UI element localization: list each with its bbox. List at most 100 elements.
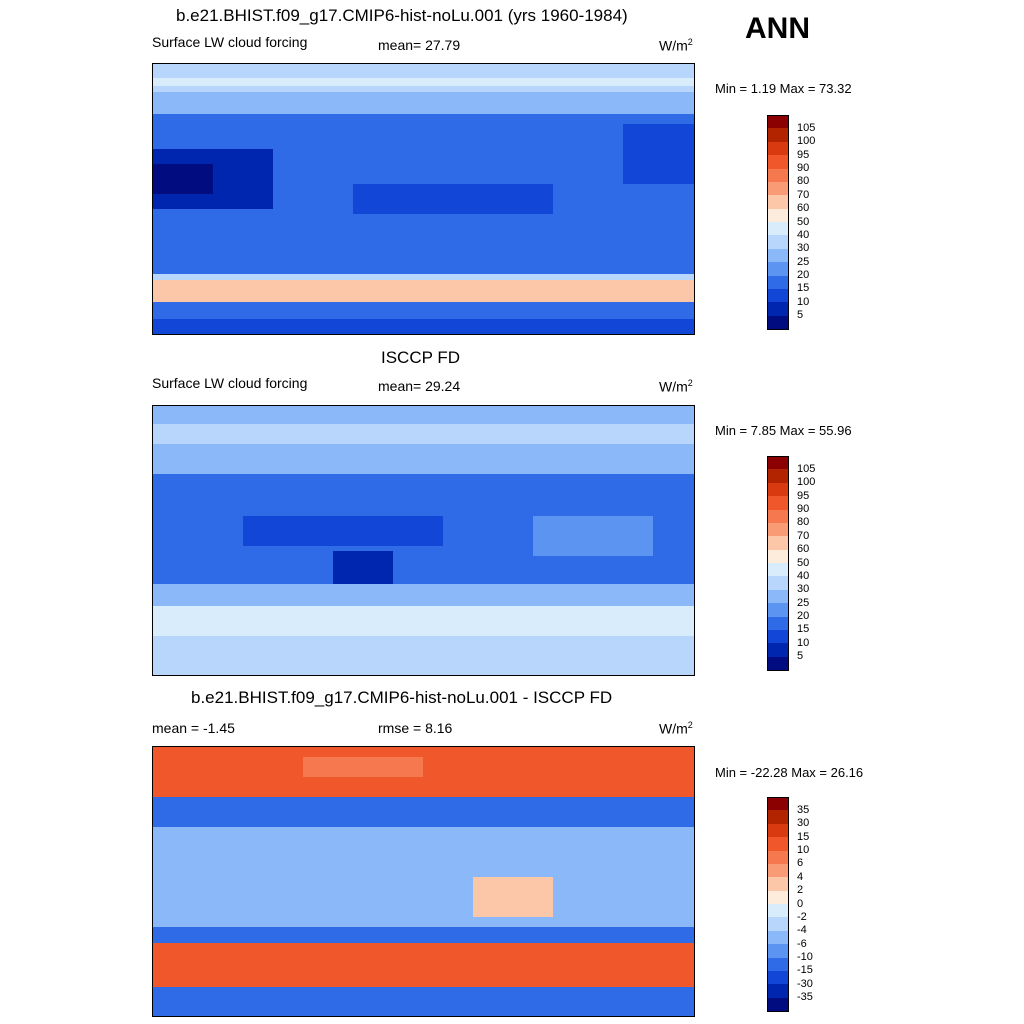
colorbar-tick-label: 15 bbox=[797, 830, 810, 843]
colorbar-swatch bbox=[767, 917, 789, 932]
colorbar-tick-label: 10 bbox=[797, 844, 810, 856]
colorbar-swatch bbox=[767, 496, 789, 510]
colorbar-tick-label: 60 bbox=[797, 543, 810, 556]
panel3-rmse-label: rmse = 8.16 bbox=[378, 720, 453, 736]
panel1-mean-label: mean= 27.79 bbox=[378, 37, 461, 53]
colorbar-swatch bbox=[767, 482, 789, 497]
colorbar-tick-label: 35 bbox=[797, 803, 810, 816]
panel3-minmax: Min = -22.28 Max = 26.16 bbox=[715, 765, 864, 780]
colorbar-swatch bbox=[767, 576, 789, 591]
colorbar-swatch bbox=[767, 656, 789, 671]
panel2-minmax: Min = 7.85 Max = 55.96 bbox=[715, 423, 852, 438]
colorbar-tick-label: 10 bbox=[797, 295, 810, 308]
colorbar-tick-label: 90 bbox=[797, 162, 810, 174]
colorbar-swatch bbox=[767, 315, 789, 330]
colorbar-swatch bbox=[767, 536, 789, 551]
panel1-minmax: Min = 1.19 Max = 73.32 bbox=[715, 81, 852, 96]
colorbar-tick-label: 95 bbox=[797, 148, 810, 161]
colorbar-tick-label: 30 bbox=[797, 817, 810, 830]
colorbar-swatch bbox=[767, 248, 789, 263]
colorbar-swatch bbox=[767, 629, 789, 644]
colorbar-tick-label: 15 bbox=[797, 623, 810, 636]
colorbar-tick-label: 105 bbox=[797, 462, 816, 475]
colorbar-tick-label: 20 bbox=[797, 269, 810, 281]
colorbar-swatch bbox=[767, 181, 789, 196]
panel3-title: b.e21.BHIST.f09_g17.CMIP6-hist-noLu.001 … bbox=[191, 688, 613, 707]
panel2-mean-label: mean= 29.24 bbox=[378, 378, 461, 394]
colorbar-tick-label: 50 bbox=[797, 215, 810, 228]
colorbar-tick-label: 70 bbox=[797, 188, 810, 201]
colorbar-swatch bbox=[767, 837, 789, 851]
colorbar-tick-label: 100 bbox=[797, 476, 816, 489]
colorbar-swatch bbox=[767, 944, 789, 958]
colorbar-tick-label: 80 bbox=[797, 516, 810, 529]
colorbar-swatch bbox=[767, 195, 789, 210]
colorbar-tick-label: 20 bbox=[797, 610, 810, 622]
colorbar-tick-label: -15 bbox=[797, 964, 813, 977]
colorbar-tick-label: -6 bbox=[797, 937, 807, 950]
panel2-map bbox=[152, 405, 695, 676]
panel2-colorbar: 105 100 95 90 80 70 60 50 40 30 25 20 15 10 5 bbox=[767, 456, 823, 671]
panel2-title: ISCCP FD bbox=[381, 348, 461, 367]
colorbar-tick-label: -30 bbox=[797, 977, 813, 990]
colorbar-swatch bbox=[767, 850, 789, 865]
colorbar-tick-label: 5 bbox=[797, 650, 804, 663]
colorbar-tick-label: -10 bbox=[797, 951, 813, 963]
colorbar-swatch bbox=[767, 275, 789, 290]
colorbar-swatch bbox=[767, 890, 789, 905]
colorbar-tick-label: 60 bbox=[797, 202, 810, 215]
panel3-colorbar: 35 30 15 10 6 4 2 0 -2 -4 -6 -10 -15 -30 -35 bbox=[767, 797, 823, 1012]
colorbar-swatch bbox=[767, 984, 789, 999]
colorbar-tick-label: 25 bbox=[797, 255, 810, 268]
colorbar-tick-label: 30 bbox=[797, 242, 810, 255]
colorbar-swatch bbox=[767, 262, 789, 276]
colorbar-swatch bbox=[767, 128, 789, 143]
colorbar-swatch bbox=[767, 797, 789, 811]
colorbar-swatch bbox=[767, 522, 789, 537]
panel1-units: W/m2 bbox=[659, 37, 693, 54]
colorbar-swatch bbox=[767, 930, 789, 945]
colorbar-swatch bbox=[767, 904, 789, 918]
colorbar-swatch bbox=[767, 115, 789, 129]
colorbar-tick-label: 2 bbox=[797, 884, 804, 897]
colorbar-tick-label: 100 bbox=[797, 135, 816, 148]
colorbar-tick-label: -35 bbox=[797, 991, 813, 1004]
colorbar-swatch bbox=[767, 643, 789, 658]
colorbar-swatch bbox=[767, 155, 789, 169]
panel1-map bbox=[152, 63, 695, 335]
colorbar-tick-label: 80 bbox=[797, 175, 810, 188]
colorbar-tick-label: 40 bbox=[797, 569, 810, 582]
colorbar-tick-label: 95 bbox=[797, 489, 810, 502]
colorbar-tick-label: 70 bbox=[797, 529, 810, 542]
colorbar-tick-label: -2 bbox=[797, 910, 807, 923]
colorbar-swatch bbox=[767, 168, 789, 183]
colorbar-swatch bbox=[767, 549, 789, 564]
colorbar-tick-label: 4 bbox=[797, 870, 804, 883]
panel1-variable-label: Surface LW cloud forcing bbox=[152, 34, 308, 50]
colorbar-tick-label: -4 bbox=[797, 924, 807, 937]
colorbar-tick-label: 40 bbox=[797, 228, 810, 241]
panel2-units: W/m2 bbox=[659, 378, 693, 395]
colorbar-swatch bbox=[767, 288, 789, 303]
colorbar-swatch bbox=[767, 997, 789, 1012]
colorbar-tick-label: 90 bbox=[797, 503, 810, 515]
panel3-map bbox=[152, 746, 695, 1017]
colorbar-tick-label: 105 bbox=[797, 121, 816, 134]
colorbar-tick-label: 15 bbox=[797, 282, 810, 295]
colorbar-tick-label: 0 bbox=[797, 897, 804, 910]
season-label: ANN bbox=[745, 12, 810, 45]
colorbar-tick-label: 10 bbox=[797, 636, 810, 649]
panel1-colorbar: 105 100 95 90 80 70 60 50 40 30 25 20 15 10 5 bbox=[767, 115, 823, 330]
colorbar-swatch bbox=[767, 235, 789, 250]
colorbar-tick-label: 6 bbox=[797, 857, 804, 870]
panel3-units: W/m2 bbox=[659, 720, 693, 737]
colorbar-swatch bbox=[767, 877, 789, 892]
colorbar-swatch bbox=[767, 563, 789, 577]
colorbar-tick-label: 30 bbox=[797, 583, 810, 596]
colorbar-swatch bbox=[767, 603, 789, 617]
colorbar-swatch bbox=[767, 616, 789, 631]
colorbar-swatch bbox=[767, 222, 789, 236]
colorbar-swatch bbox=[767, 509, 789, 524]
colorbar-swatch bbox=[767, 810, 789, 825]
colorbar-swatch bbox=[767, 141, 789, 156]
